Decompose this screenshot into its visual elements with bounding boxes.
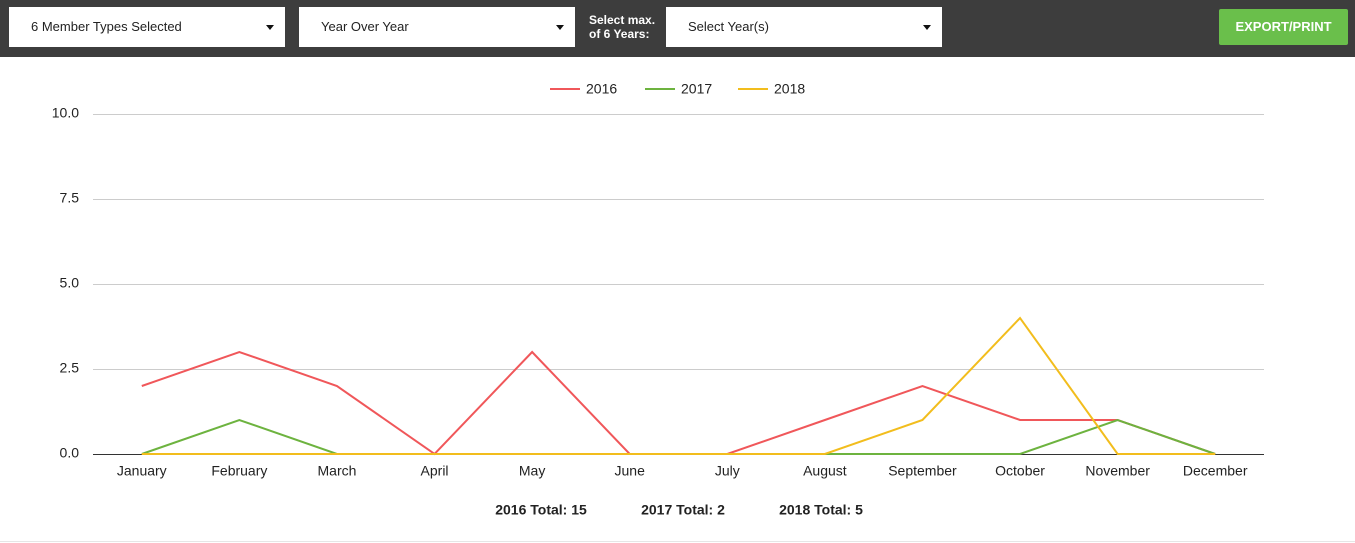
legend-label: 2017 [681, 81, 712, 97]
x-tick-label: November [1085, 463, 1150, 479]
series-line [141, 418, 1216, 455]
year-total: 2018 Total: 5 [779, 502, 863, 518]
member-type-dropdown[interactable]: 6 Member Types Selected [9, 7, 285, 47]
series-line [141, 316, 1216, 455]
x-tick-label: March [318, 463, 357, 479]
years-label-line: of 6 Years: [589, 27, 650, 41]
x-tick-label: October [995, 463, 1045, 479]
x-tick-label: September [888, 463, 957, 479]
legend-label: 2016 [586, 81, 617, 97]
x-tick-label: May [519, 463, 545, 479]
mode-dropdown[interactable]: Year Over Year [299, 7, 575, 47]
y-tick-label: 2.5 [60, 360, 80, 376]
x-tick-label: August [803, 463, 847, 479]
y-tick-label: 10.0 [52, 105, 79, 121]
year-total: 2016 Total: 15 [495, 502, 587, 518]
y-tick-label: 5.0 [60, 275, 80, 291]
toolbar: 6 Member Types Selected Year Over Year S… [0, 0, 1355, 57]
y-tick-label: 7.5 [60, 190, 80, 206]
x-tick-label: April [421, 463, 449, 479]
x-tick-label: June [615, 463, 646, 479]
year-total: 2017 Total: 2 [641, 502, 725, 518]
x-tick-label: December [1183, 463, 1248, 479]
legend-label: 2018 [774, 81, 805, 97]
year-dropdown[interactable]: Select Year(s) [666, 7, 942, 47]
years-label: Select max. of 6 Years: [589, 13, 655, 41]
chart: 0.0 2.5 5.0 7.5 10.0 January February March Apri… [0, 81, 1355, 542]
years-label-line: Select max. [589, 13, 656, 27]
x-tick-label: January [117, 463, 167, 479]
x-tick-label: February [211, 463, 267, 479]
x-tick-label: July [715, 463, 740, 479]
export-button[interactable]: EXPORT/PRINT [1219, 9, 1348, 45]
y-tick-label: 0.0 [60, 445, 80, 461]
